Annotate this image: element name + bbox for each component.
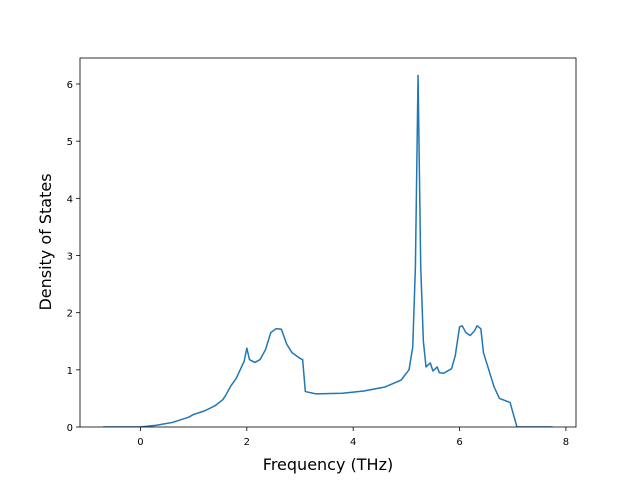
y-axis-label: Density of States (36, 173, 55, 310)
x-axis-label: Frequency (THz) (263, 455, 393, 474)
line (103, 74, 553, 427)
y-tick-label: 0 (67, 423, 73, 434)
x-tick-label: 8 (563, 437, 569, 448)
x-tick-label: 2 (244, 437, 250, 448)
x-tick-label: 0 (137, 437, 143, 448)
y-tick-label: 6 (67, 80, 73, 91)
x-tick-label: 4 (350, 437, 356, 448)
y-tick-label: 2 (67, 309, 73, 320)
y-tick-label: 1 (67, 366, 73, 377)
y-tick-label: 4 (67, 194, 73, 205)
y-tick-label: 5 (67, 137, 73, 148)
x-tick-label: 6 (456, 437, 462, 448)
y-tick-label: 3 (67, 252, 73, 263)
plot-frame (79, 57, 577, 428)
